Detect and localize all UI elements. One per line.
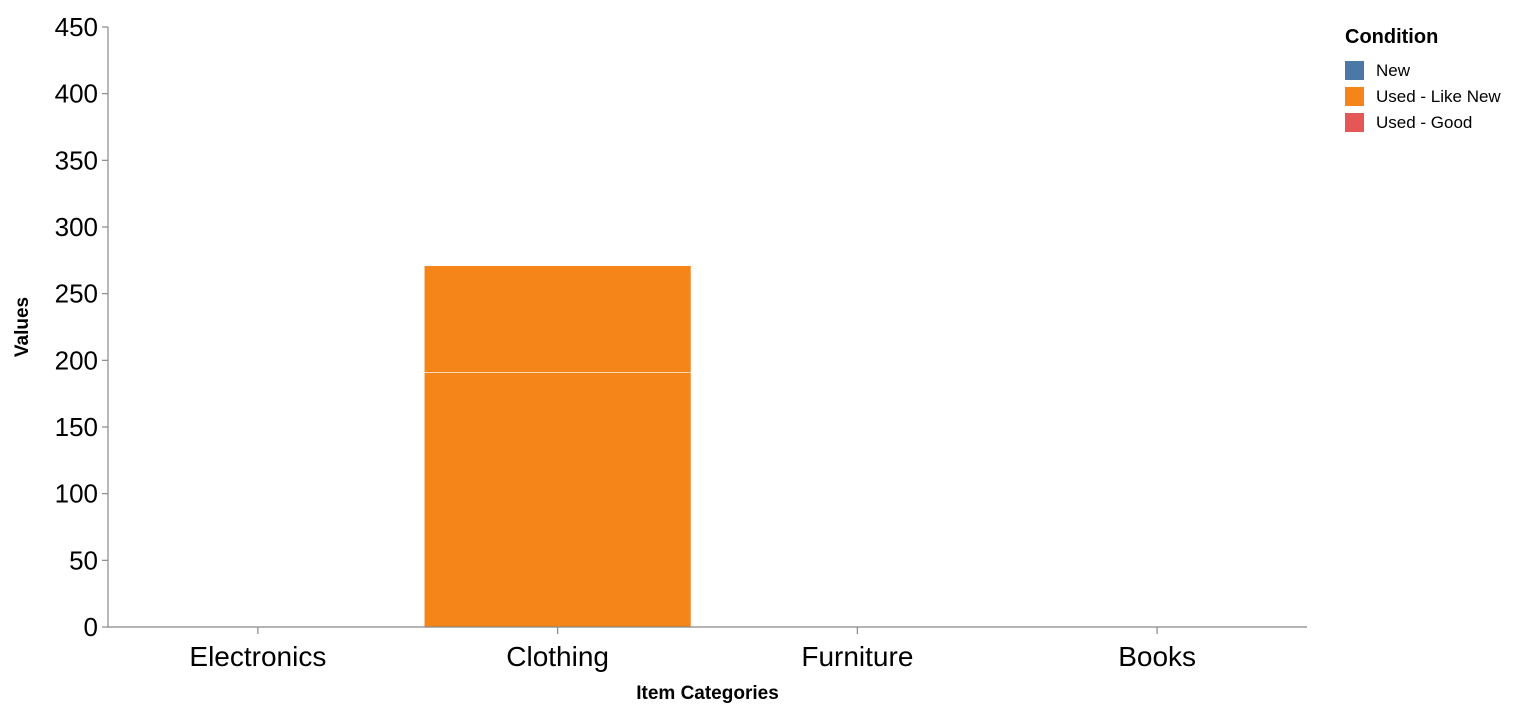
bar-segment-clothing-1 [423, 372, 692, 628]
legend-label-used-good: Used - Good [1376, 113, 1472, 132]
x-tick-label: Furniture [801, 641, 913, 672]
y-tick-label: 150 [55, 412, 98, 442]
plot-area [423, 265, 692, 628]
y-tick-label: 300 [55, 212, 98, 242]
y-tick-label: 400 [55, 79, 98, 109]
x-axis: Electronics Clothing Furniture Books [108, 626, 1307, 672]
y-tick-label: 250 [55, 279, 98, 309]
bar-segment-clothing-2 [423, 265, 692, 373]
y-tick-label: 100 [55, 479, 98, 509]
legend: Condition New Used - Like New Used - Good [1345, 26, 1501, 132]
legend-swatch-used-like-new [1345, 87, 1364, 106]
legend-label-new: New [1376, 61, 1411, 80]
legend-swatch-used-good [1345, 113, 1364, 132]
legend-swatch-new [1345, 61, 1364, 80]
legend-title: Condition [1345, 26, 1438, 48]
x-tick-label: Books [1118, 641, 1196, 672]
x-tick-label: Electronics [189, 641, 326, 672]
x-tick-label: Clothing [506, 641, 609, 672]
y-tick-label: 450 [55, 12, 98, 42]
y-axis: 0 50 100 150 200 250 300 350 400 450 [55, 12, 109, 642]
legend-label-used-like-new: Used - Like New [1376, 87, 1501, 106]
x-axis-title: Item Categories [636, 683, 779, 704]
y-tick-label: 50 [69, 545, 98, 575]
y-tick-label: 200 [55, 345, 98, 375]
y-tick-label: 350 [55, 145, 98, 175]
y-axis-title: Values [12, 297, 33, 357]
y-tick-label: 0 [84, 612, 98, 642]
